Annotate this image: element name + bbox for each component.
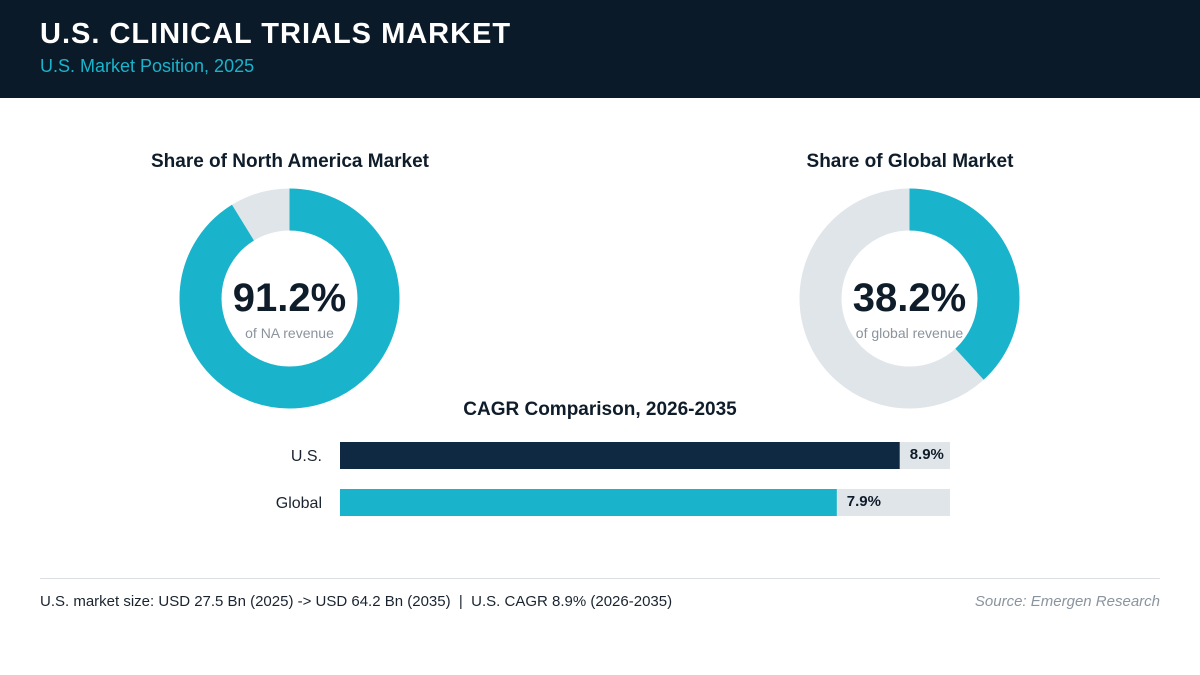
na-donut-slice — [179, 188, 400, 409]
global-donut-title: Share of Global Market — [806, 151, 1014, 172]
global-donut-slice — [799, 188, 1020, 409]
bar-row-us: U.S. 8.9% — [291, 442, 950, 469]
na-donut-caption: of NA revenue — [245, 325, 334, 341]
na-donut-title: Share of North America Market — [150, 151, 430, 172]
footer-summary: U.S. market size: USD 27.5 Bn (2025) -> … — [40, 593, 673, 610]
header: U.S. CLINICAL TRIALS MARKET U.S. Market … — [0, 0, 1200, 98]
footer-divider — [40, 578, 1160, 579]
global-donut-value: 38.2% — [852, 276, 967, 320]
bar-global — [340, 489, 837, 516]
na-donut-chart — [179, 188, 400, 409]
bar-us — [340, 442, 900, 469]
footer-source: Source: Emergen Research — [974, 593, 1160, 610]
cagr-bar-chart: U.S. 8.9% Global 7.9% — [276, 442, 950, 516]
bar-row-global: Global 7.9% — [276, 489, 950, 516]
page-title: U.S. CLINICAL TRIALS MARKET — [40, 18, 512, 50]
page-subtitle: U.S. Market Position, 2025 — [40, 56, 255, 76]
bar-category-label: Global — [276, 495, 322, 512]
cagr-chart-title: CAGR Comparison, 2026-2035 — [463, 399, 737, 420]
bar-category-label: U.S. — [291, 448, 322, 465]
global-donut-chart — [799, 188, 1020, 409]
global-donut-caption: of global revenue — [855, 325, 964, 341]
bar-value-label: 7.9% — [847, 493, 881, 510]
na-donut-value: 91.2% — [232, 276, 347, 320]
bar-value-label: 8.9% — [910, 446, 944, 463]
